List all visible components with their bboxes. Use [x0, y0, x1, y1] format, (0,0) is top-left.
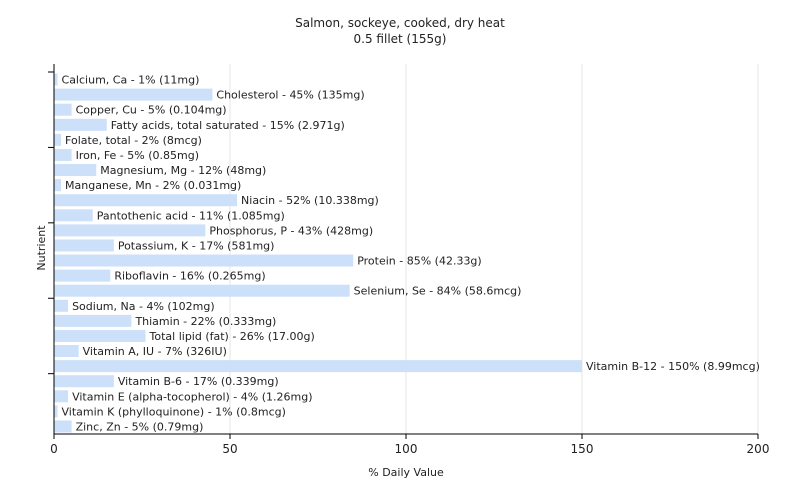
bar: [54, 329, 146, 342]
bar-label: Riboflavin - 16% (0.265mg): [114, 270, 265, 283]
bar: [54, 148, 72, 161]
bar-label: Calcium, Ca - 1% (11mg): [62, 74, 200, 87]
x-axis-title: % Daily Value: [368, 466, 444, 479]
bar: [54, 224, 206, 237]
x-tick-label: 0: [50, 442, 58, 456]
bar-label: Thiamin - 22% (0.333mg): [134, 315, 276, 328]
bar: [54, 164, 97, 177]
bar-label: Pantothenic acid - 11% (1.085mg): [97, 209, 285, 222]
bar-label: Vitamin K (phylloquinone) - 1% (0.8mcg): [62, 405, 286, 418]
bar: [54, 133, 62, 146]
bar-label: Zinc, Zn - 5% (0.79mg): [76, 420, 204, 433]
bar-label: Iron, Fe - 5% (0.85mg): [76, 149, 199, 162]
bar: [54, 375, 114, 388]
bar-label: Manganese, Mn - 2% (0.031mg): [65, 179, 241, 192]
x-tick-label: 50: [222, 442, 237, 456]
bar: [54, 88, 213, 101]
bar: [54, 239, 114, 252]
x-tick-label: 100: [395, 442, 418, 456]
bar-label: Folate, total - 2% (8mcg): [65, 134, 202, 147]
bar: [54, 209, 93, 222]
bar-label: Total lipid (fat) - 26% (17.00g): [149, 330, 315, 343]
bar: [54, 284, 350, 297]
bar: [54, 360, 582, 373]
bar: [54, 103, 72, 116]
bar-label: Magnesium, Mg - 12% (48mg): [100, 164, 266, 177]
bar-label: Vitamin E (alpha-tocopherol) - 4% (1.26m…: [72, 390, 312, 403]
chart-subtitle: 0.5 fillet (155g): [353, 32, 447, 46]
y-axis-title: Nutrient: [35, 225, 48, 271]
x-tick-label: 150: [571, 442, 594, 456]
bar: [54, 194, 238, 207]
bar: [54, 269, 111, 282]
bar: [54, 314, 132, 327]
bar: [54, 299, 69, 312]
bar-label: Protein - 85% (42.33g): [357, 255, 482, 268]
bar-label: Vitamin B-6 - 17% (0.339mg): [118, 375, 279, 388]
chart-title: Salmon, sockeye, cooked, dry heat: [295, 16, 505, 30]
bar: [54, 179, 62, 192]
bar: [54, 254, 354, 267]
x-tick-label: 200: [747, 442, 770, 456]
bar-label: Phosphorus, P - 43% (428mg): [209, 224, 373, 237]
bar-label: Sodium, Na - 4% (102mg): [72, 300, 215, 313]
bar-label: Potassium, K - 17% (581mg): [118, 239, 275, 252]
bar-label: Vitamin B-12 - 150% (8.99mcg): [586, 360, 760, 373]
bar-label: Selenium, Se - 84% (58.6mcg): [354, 285, 522, 298]
bar: [54, 420, 72, 433]
bar-label: Vitamin A, IU - 7% (326IU): [83, 345, 227, 358]
bar-label: Cholesterol - 45% (135mg): [216, 89, 364, 102]
bar: [54, 405, 58, 418]
bar: [54, 390, 69, 403]
bar: [54, 345, 79, 358]
bar: [54, 118, 107, 131]
bar-label: Fatty acids, total saturated - 15% (2.97…: [111, 119, 345, 132]
bar: [54, 73, 58, 86]
bar-label: Niacin - 52% (10.338mg): [241, 194, 379, 207]
bar-label: Copper, Cu - 5% (0.104mg): [76, 104, 227, 117]
